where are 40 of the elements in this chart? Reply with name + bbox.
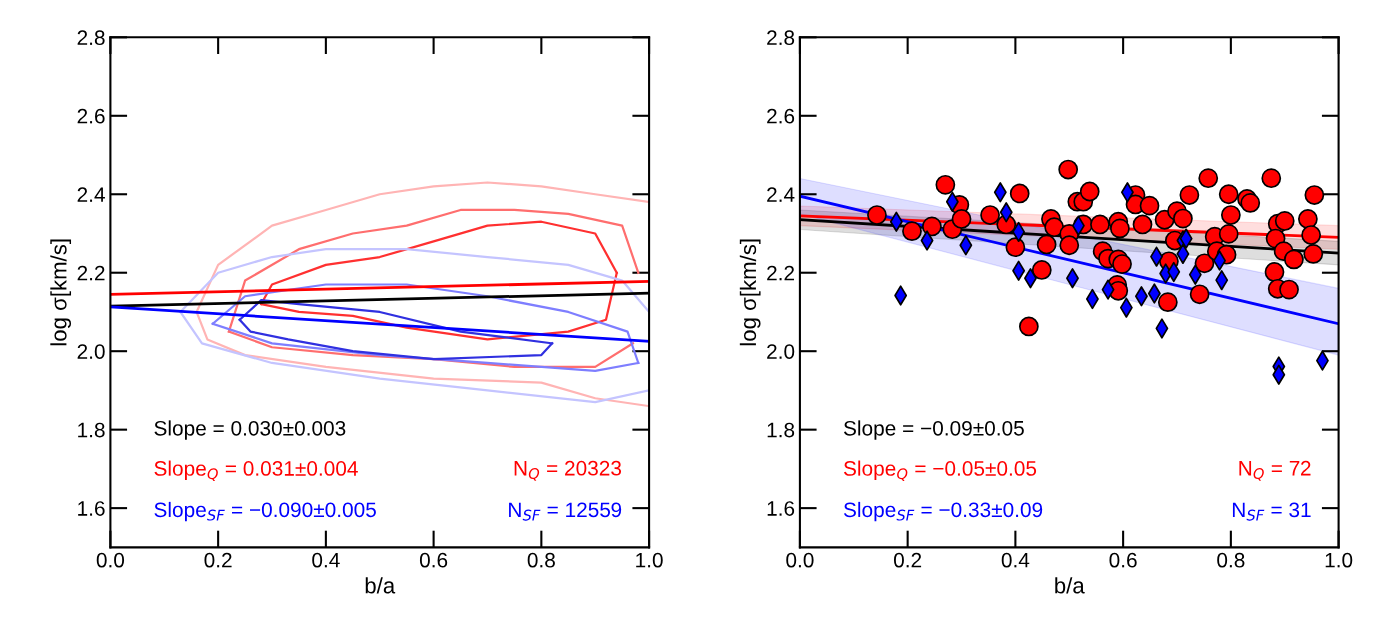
annotation: Slope$_{SF}$ = −0.33±0.09 <box>843 501 1043 522</box>
x-tick-label: 0.8 <box>527 552 555 568</box>
x-axis-title: b/a <box>1055 577 1085 594</box>
annotation: N$_{SF}$ = 12559 <box>509 502 622 521</box>
y-tick-label: 1.8 <box>767 422 795 438</box>
y-tick-label: 2.2 <box>767 265 795 281</box>
x-tick-label: 1.0 <box>1325 552 1353 568</box>
x-tick-label: 0.4 <box>312 552 340 568</box>
y-tick-label: 2.4 <box>767 187 795 202</box>
annotation: Slope = −0.09±0.05 <box>843 420 1024 440</box>
y-tick-label: 2.4 <box>77 187 105 202</box>
y-tick-label: 2.8 <box>77 30 105 46</box>
y-tick-label: 2.8 <box>767 30 795 46</box>
annotation: Slope = 0.030±0.003 <box>154 420 346 440</box>
x-tick-label: 0.2 <box>204 552 232 568</box>
annotation: N$_{Q}$ = 72 <box>1239 460 1311 481</box>
y-tick-label: 1.6 <box>767 501 795 516</box>
y-tick-label: 2.0 <box>77 344 105 359</box>
y-tick-label: 2.6 <box>767 108 795 124</box>
y-tick-label: 1.8 <box>78 422 105 438</box>
y-tick-label: 2.6 <box>77 108 105 124</box>
y-axis-title: log σ[km/s] <box>50 239 72 346</box>
x-tick-label: 0.6 <box>1109 552 1137 568</box>
y-axis-title: log σ[km/s] <box>739 239 761 346</box>
x-tick-label: 1.0 <box>636 552 663 568</box>
x-tick-label: 0.0 <box>786 552 814 568</box>
x-axis-title: b/a <box>365 577 396 594</box>
annotation: Slope$_{Q}$ = 0.031±0.004 <box>154 460 358 481</box>
x-tick-label: 0.4 <box>1001 552 1030 568</box>
x-tick-label: 0.6 <box>419 552 448 568</box>
y-tick-label: 2.0 <box>767 344 795 359</box>
annotation: Slope$_{SF}$ = −0.090±0.005 <box>154 501 376 522</box>
x-tick-label: 0.2 <box>893 552 922 568</box>
x-tick-label: 0.0 <box>96 552 125 568</box>
y-tick-label: 2.2 <box>77 265 105 281</box>
annotation: N$_{Q}$ = 20323 <box>514 460 622 481</box>
y-tick-label: 1.6 <box>78 501 105 516</box>
annotation: N$_{SF}$ = 31 <box>1232 502 1311 521</box>
annotation: Slope$_{Q}$ = −0.05±0.05 <box>843 460 1037 481</box>
x-tick-label: 0.8 <box>1217 552 1245 568</box>
